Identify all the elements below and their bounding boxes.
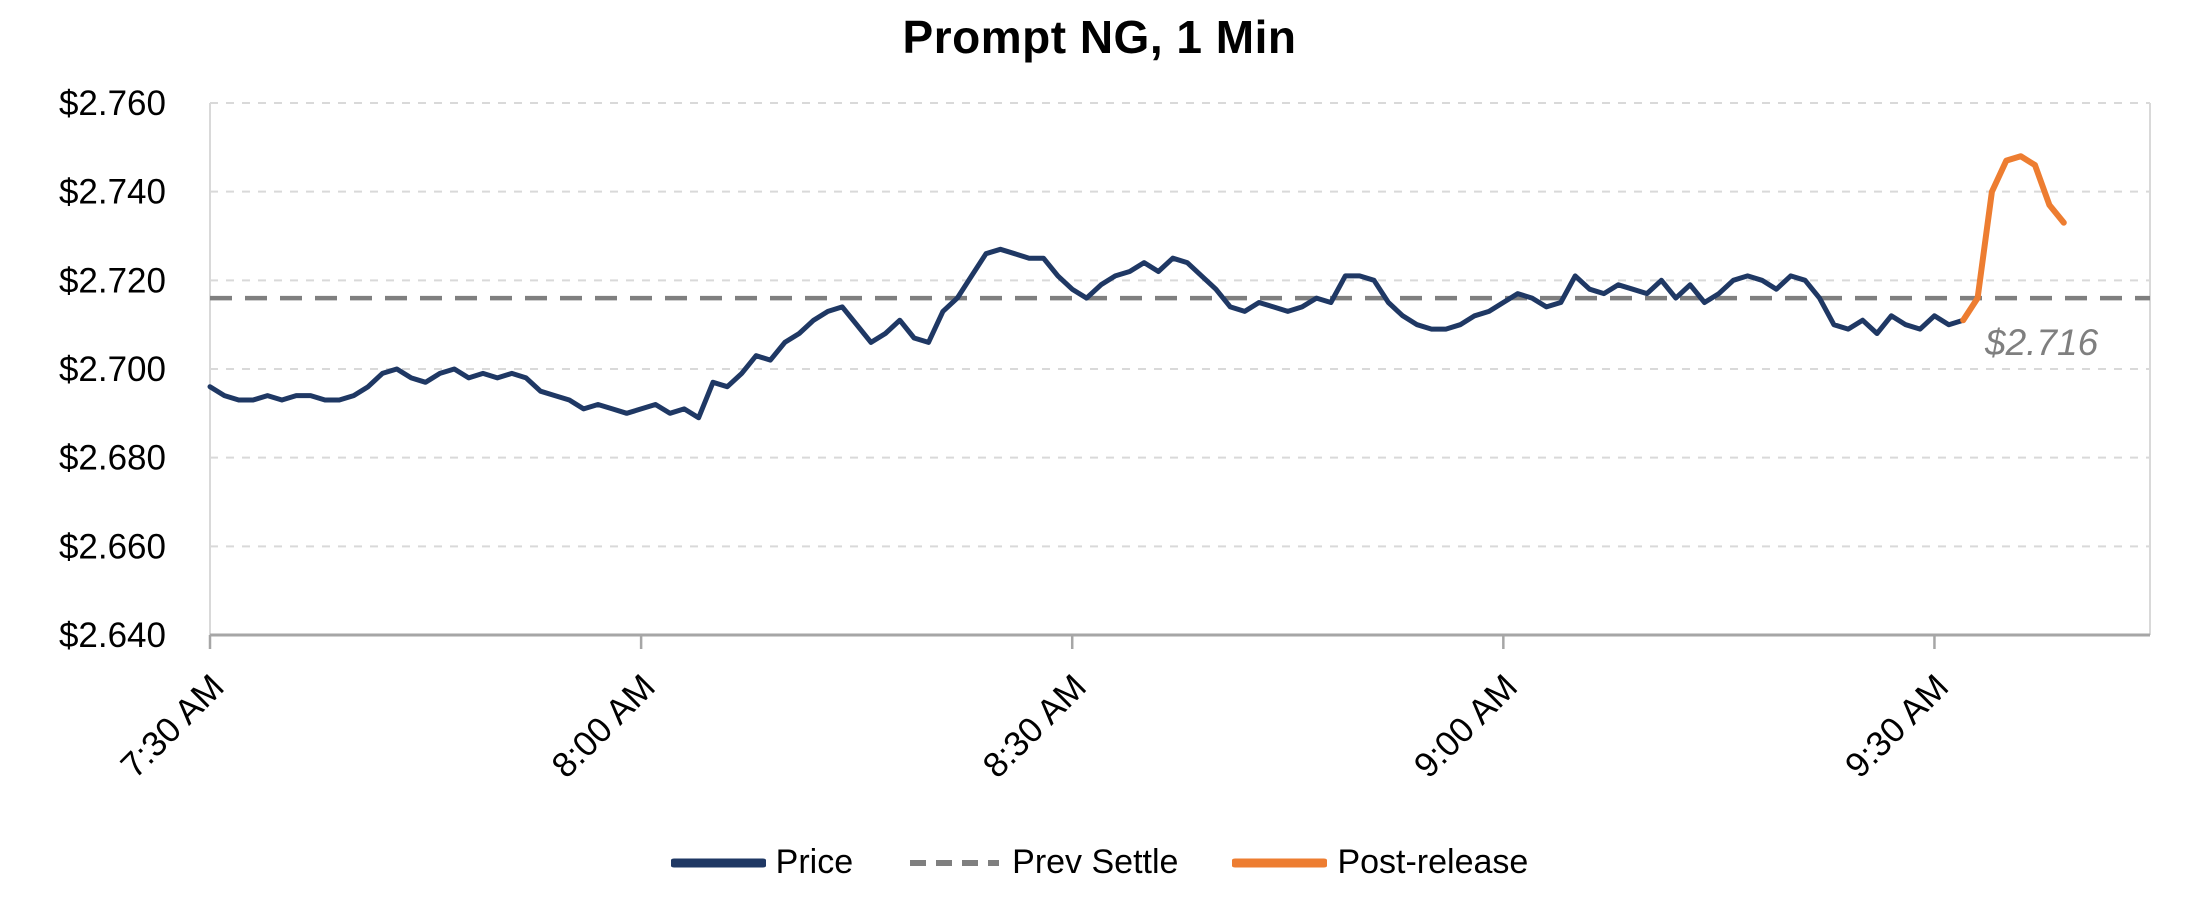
legend-label-prev-settle: Prev Settle (1012, 843, 1179, 881)
prev-settle-line-swatch-icon (910, 859, 1000, 866)
x-axis-tick-label: 7:30 AM (113, 667, 231, 785)
legend-label-post-release: Post-release (1337, 843, 1529, 881)
legend-item-post-release: Post-release (1232, 843, 1528, 882)
price-line (207, 246, 1966, 421)
prev-settle-annotation: $2.716 (1985, 322, 2099, 363)
post-release-line-swatch-icon (1232, 858, 1328, 867)
chart-title: Prompt NG, 1 Min (902, 11, 1297, 63)
x-axis-tick-label: 9:30 AM (1838, 667, 1956, 785)
x-axis-tick-label: 8:30 AM (975, 667, 1093, 785)
y-axis-tick-label: $2.660 (59, 527, 166, 566)
legend: Price Prev Settle Post-release (0, 843, 2199, 882)
x-axis-tick-label: 9:00 AM (1407, 667, 1525, 785)
y-axis-tick-label: $2.740 (59, 173, 166, 212)
legend-item-price: Price (670, 843, 854, 882)
y-axis-tick-label: $2.760 (59, 84, 166, 123)
y-axis-tick-label: $2.720 (59, 261, 166, 300)
y-axis-tick-label: $2.680 (59, 439, 166, 478)
price-line-swatch-icon (670, 858, 766, 867)
post-release-line (1960, 153, 2067, 324)
y-axis-tick-label: $2.640 (59, 616, 166, 655)
y-axis-tick-label: $2.700 (59, 350, 166, 389)
x-axis-tick-label: 8:00 AM (544, 667, 662, 785)
legend-label-price: Price (775, 843, 854, 881)
legend-item-prev-settle: Prev Settle (907, 843, 1178, 882)
